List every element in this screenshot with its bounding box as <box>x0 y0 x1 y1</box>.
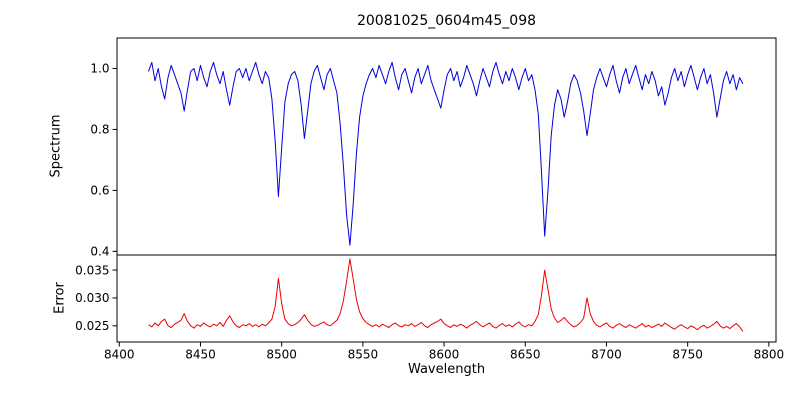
spectrum-y-axis-label: Spectrum <box>48 114 64 178</box>
error-axes-frame <box>116 254 777 343</box>
chart-title: 20081025_0604m45_098 <box>356 13 537 29</box>
error-line <box>148 258 744 332</box>
y-tick-label: 0.6 <box>90 184 109 198</box>
x-tick-label: 8700 <box>591 348 622 362</box>
x-tick-label: 8550 <box>348 348 379 362</box>
y-tick-label: 0.4 <box>90 245 109 259</box>
x-tick-label: 8750 <box>672 348 703 362</box>
x-tick-label: 8800 <box>754 348 785 362</box>
y-tick-label: 0.8 <box>90 123 109 137</box>
x-tick-label: 8400 <box>104 348 135 362</box>
x-tick-label: 8450 <box>185 348 216 362</box>
x-axis-label: Wavelength <box>407 362 486 377</box>
spectrum-line <box>148 61 744 246</box>
x-tick-label: 8500 <box>266 348 297 362</box>
error-y-axis-label: Error <box>52 282 68 314</box>
y-tick-label: 0.030 <box>75 291 109 305</box>
y-tick-label: 1.0 <box>90 62 109 76</box>
y-tick-label: 0.025 <box>75 319 109 333</box>
x-tick-label: 8600 <box>429 348 460 362</box>
y-tick-label: 0.035 <box>75 263 109 277</box>
x-tick-label: 8650 <box>510 348 541 362</box>
